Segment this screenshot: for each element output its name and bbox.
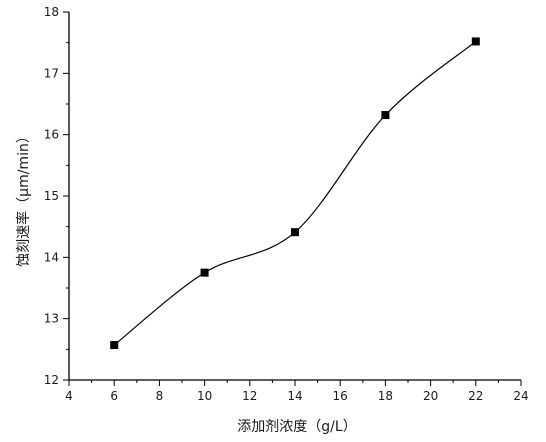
x-tick-label: 16 [333,389,348,403]
y-tick-label: 14 [44,250,59,264]
y-tick-label: 18 [44,5,59,19]
x-tick-label: 10 [197,389,212,403]
y-tick-label: 17 [44,66,59,80]
x-tick-label: 4 [65,389,73,403]
data-point-marker [110,341,119,350]
y-tick-label: 12 [44,373,59,387]
x-tick-label: 18 [378,389,393,403]
x-tick-label: 22 [468,389,483,403]
data-point-marker [291,228,299,237]
tick-labels: 4 6 8 10 12 14 16 18 20 22 24 12 13 14 15 16 17 18 [44,5,529,403]
x-tick-label: 8 [156,389,164,403]
x-tick-label: 12 [242,389,257,403]
tick-marks [63,11,522,386]
x-tick-label: 20 [423,389,438,403]
axes [68,12,521,381]
y-tick-label: 16 [44,128,59,142]
data-points [110,37,480,350]
x-tick-label: 24 [513,389,528,403]
y-tick-label: 13 [44,312,59,326]
x-axis-title: 添加剂浓度（g/L） [237,419,356,435]
series-line [113,40,477,346]
y-axis-title: 蚀刻速率（μm/min） [15,129,32,267]
y-tick-label: 15 [44,189,59,203]
x-tick-label: 6 [110,389,118,403]
data-point-marker [200,268,209,277]
x-tick-label: 14 [287,389,302,403]
data-point-marker [381,111,390,120]
data-point-marker [471,37,480,46]
